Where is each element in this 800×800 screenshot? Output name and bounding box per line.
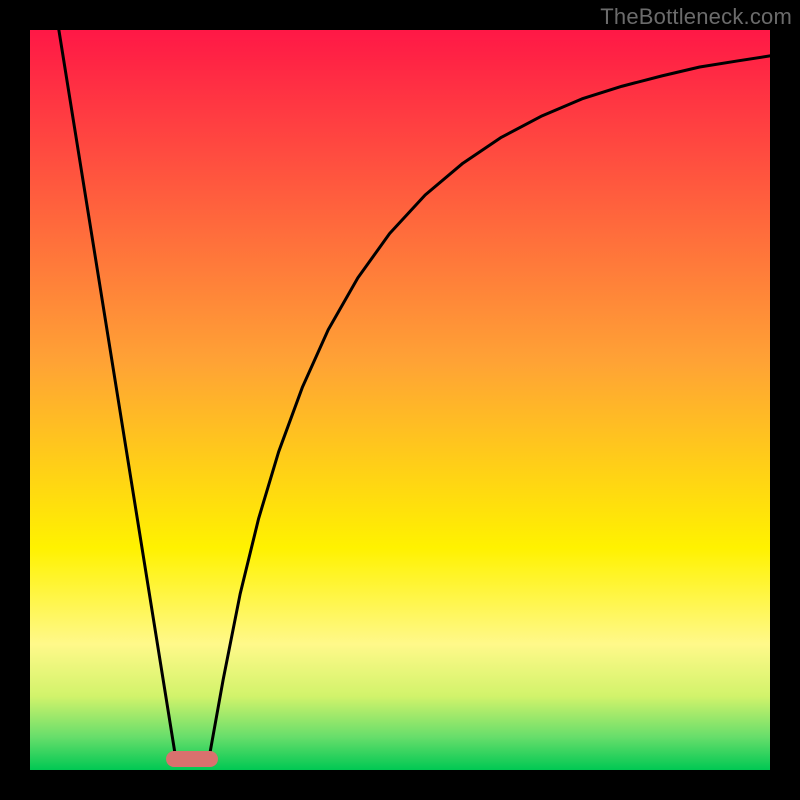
plot-area [30, 30, 770, 770]
bottleneck-marker [166, 751, 218, 767]
chart-background [30, 30, 770, 770]
watermark-text: TheBottleneck.com [600, 4, 792, 30]
chart-svg [30, 30, 770, 770]
chart-frame: TheBottleneck.com [0, 0, 800, 800]
